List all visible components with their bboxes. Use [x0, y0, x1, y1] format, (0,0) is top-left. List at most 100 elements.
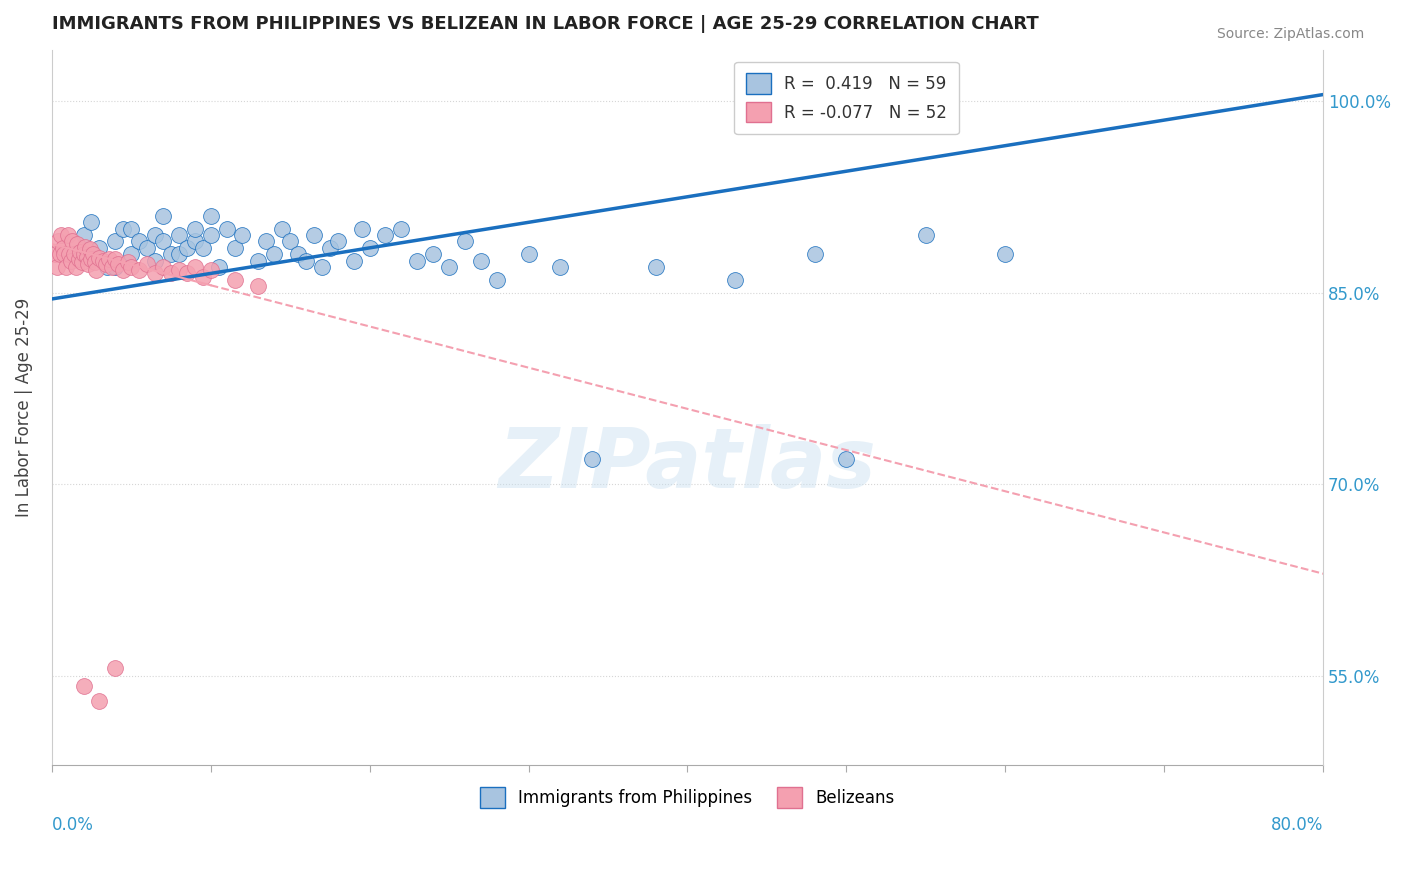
- Point: [128, 235, 150, 249]
- Point: [581, 451, 603, 466]
- Point: [62, 235, 84, 249]
- Point: [136, 241, 159, 255]
- Point: [550, 260, 572, 274]
- Point: [128, 262, 150, 277]
- Point: [89, 694, 111, 708]
- Point: [319, 241, 342, 255]
- Text: Source: ZipAtlas.com: Source: ZipAtlas.com: [1216, 27, 1364, 41]
- Point: [271, 221, 294, 235]
- Point: [117, 255, 139, 269]
- Point: [326, 235, 349, 249]
- Point: [167, 247, 190, 261]
- Point: [79, 242, 101, 256]
- Point: [75, 239, 97, 253]
- Point: [67, 252, 90, 267]
- Point: [470, 253, 492, 268]
- Point: [94, 258, 117, 272]
- Point: [191, 241, 214, 255]
- Y-axis label: In Labor Force | Age 25-29: In Labor Force | Age 25-29: [15, 298, 32, 517]
- Point: [152, 260, 174, 274]
- Point: [82, 247, 104, 261]
- Point: [143, 228, 166, 243]
- Point: [72, 228, 94, 243]
- Point: [437, 260, 460, 274]
- Point: [278, 235, 301, 249]
- Point: [91, 253, 114, 268]
- Point: [97, 252, 120, 267]
- Point: [44, 247, 66, 261]
- Point: [72, 247, 94, 261]
- Point: [104, 235, 127, 249]
- Point: [231, 228, 253, 243]
- Point: [160, 247, 183, 261]
- Text: 80.0%: 80.0%: [1271, 816, 1323, 834]
- Point: [104, 252, 127, 267]
- Point: [107, 258, 129, 272]
- Text: IMMIGRANTS FROM PHILIPPINES VS BELIZEAN IN LABOR FORCE | AGE 25-29 CORRELATION C: IMMIGRANTS FROM PHILIPPINES VS BELIZEAN …: [52, 15, 1039, 33]
- Point: [143, 267, 166, 281]
- Point: [167, 228, 190, 243]
- Point: [76, 250, 98, 264]
- Point: [406, 253, 429, 268]
- Point: [104, 260, 127, 274]
- Point: [152, 235, 174, 249]
- Point: [48, 247, 70, 261]
- Point: [112, 221, 135, 235]
- Point: [136, 258, 159, 272]
- Point: [70, 255, 93, 269]
- Point: [51, 228, 73, 243]
- Text: ZIPatlas: ZIPatlas: [499, 425, 876, 506]
- Point: [263, 247, 285, 261]
- Point: [120, 247, 142, 261]
- Point: [52, 241, 75, 255]
- Point: [485, 273, 508, 287]
- Point: [89, 251, 111, 265]
- Point: [224, 241, 246, 255]
- Point: [101, 260, 124, 274]
- Point: [63, 247, 86, 261]
- Point: [83, 255, 105, 269]
- Point: [80, 252, 103, 267]
- Point: [295, 253, 318, 268]
- Point: [184, 235, 207, 249]
- Point: [55, 260, 77, 274]
- Point: [835, 451, 858, 466]
- Point: [247, 279, 270, 293]
- Point: [84, 262, 107, 277]
- Point: [167, 262, 190, 277]
- Point: [59, 253, 82, 268]
- Point: [454, 235, 477, 249]
- Point: [287, 247, 309, 261]
- Point: [176, 267, 198, 281]
- Point: [359, 241, 381, 255]
- Point: [56, 228, 79, 243]
- Point: [422, 247, 444, 261]
- Point: [517, 247, 540, 261]
- Point: [152, 209, 174, 223]
- Point: [200, 262, 222, 277]
- Point: [89, 241, 111, 255]
- Legend: Immigrants from Philippines, Belizeans: Immigrants from Philippines, Belizeans: [474, 780, 901, 814]
- Point: [80, 215, 103, 229]
- Point: [120, 221, 142, 235]
- Point: [803, 247, 825, 261]
- Point: [53, 247, 76, 261]
- Point: [65, 260, 87, 274]
- Point: [112, 262, 135, 277]
- Point: [184, 260, 207, 274]
- Point: [120, 260, 142, 274]
- Point: [191, 270, 214, 285]
- Point: [994, 247, 1017, 261]
- Point: [215, 221, 238, 235]
- Point: [184, 221, 207, 235]
- Point: [254, 235, 277, 249]
- Point: [96, 260, 118, 274]
- Point: [302, 228, 325, 243]
- Point: [66, 237, 89, 252]
- Point: [374, 228, 396, 243]
- Point: [343, 253, 366, 268]
- Text: 0.0%: 0.0%: [52, 816, 94, 834]
- Point: [644, 260, 666, 274]
- Point: [77, 258, 100, 272]
- Point: [45, 260, 67, 274]
